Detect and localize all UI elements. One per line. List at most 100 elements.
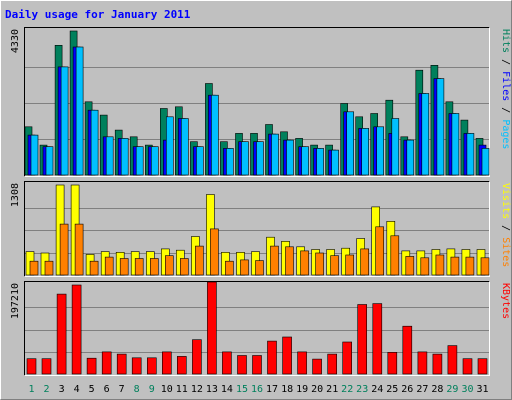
- bar-kbytes-day-26: [402, 325, 413, 375]
- bar-kbytes-day-14: [222, 351, 232, 375]
- bar-kbytes-day-5: [86, 357, 97, 375]
- bar-pages-day-11: [181, 118, 189, 176]
- bar-kbytes-day-7: [116, 353, 127, 375]
- bar-kbytes-day-16: [252, 355, 262, 375]
- panel-hits-files-pages: 4330 Hits / Files / Pages: [10, 27, 511, 177]
- panel-border-dark: [24, 181, 490, 277]
- bar-sites-day-20: [315, 252, 324, 276]
- bar-sites-day-8: [134, 258, 144, 276]
- day-label-27: 27: [416, 384, 428, 395]
- chart-panels: 4330 Hits / Files / Pages 1308 Visits / Sit…: [10, 27, 511, 376]
- day-label-18: 18: [281, 384, 293, 395]
- bar-pages-day-22: [346, 111, 355, 176]
- bar-sites-day-7: [119, 258, 129, 276]
- legend-item-sep: /: [500, 219, 511, 237]
- bar-kbytes-day-3: [56, 293, 67, 375]
- bar-kbytes-day-4: [71, 284, 82, 375]
- bar-pages-day-8: [135, 146, 144, 176]
- bar-sites-day-10: [165, 255, 174, 276]
- day-label-16: 16: [251, 384, 263, 395]
- day-label-19: 19: [296, 384, 308, 395]
- bar-sites-day-22: [345, 254, 355, 276]
- series-pages: [30, 46, 490, 176]
- bar-pages-day-15: [241, 141, 249, 176]
- day-label-4: 4: [74, 384, 80, 395]
- day-label-6: 6: [104, 384, 110, 395]
- bar-kbytes-day-13: [207, 281, 217, 375]
- bar-kbytes-day-15: [237, 355, 247, 375]
- legend-kbytes: KBytes: [500, 283, 511, 319]
- bar-pages-day-29: [451, 113, 460, 176]
- bar-sites-day-4: [74, 223, 84, 276]
- bar-pages-day-26: [406, 139, 415, 176]
- legend-visits-sites: Visits / Sites: [500, 183, 511, 267]
- day-label-12: 12: [191, 384, 203, 395]
- bar-pages-day-31: [481, 148, 490, 176]
- day-label-9: 9: [149, 384, 155, 395]
- legend-item-sep1: /: [500, 101, 511, 119]
- bar-sites-day-25: [390, 235, 400, 276]
- bar-kbytes-day-28: [432, 353, 443, 375]
- bar-sites-day-19: [300, 250, 309, 276]
- day-label-17: 17: [266, 384, 278, 395]
- panel-kbytes: 197210 KBytes: [10, 281, 511, 376]
- day-label-20: 20: [311, 384, 323, 395]
- bar-pages-day-17: [271, 133, 279, 176]
- bar-sites-day-11: [180, 258, 189, 276]
- bar-kbytes-day-19: [297, 351, 307, 375]
- day-label-8: 8: [134, 384, 140, 395]
- day-label-13: 13: [206, 384, 218, 395]
- bar-pages-day-27: [421, 93, 430, 176]
- bar-sites-day-23: [360, 248, 370, 276]
- bar-kbytes-day-9: [147, 357, 157, 375]
- bar-sites-day-26: [405, 256, 415, 276]
- day-label-31: 31: [476, 384, 488, 395]
- bar-pages-day-6: [105, 136, 114, 176]
- day-label-21: 21: [326, 384, 338, 395]
- bar-sites-day-14: [225, 260, 234, 276]
- panel-border-dark: [24, 27, 490, 177]
- bar-sites-day-24: [375, 226, 385, 276]
- bar-pages-day-25: [391, 118, 400, 176]
- bar-sites-day-12: [195, 245, 204, 276]
- day-label-15: 15: [236, 384, 248, 395]
- day-label-25: 25: [386, 384, 398, 395]
- bar-pages-day-12: [196, 146, 204, 176]
- bar-kbytes-day-21: [327, 353, 338, 375]
- bar-sites-day-1: [29, 260, 39, 276]
- bar-kbytes-day-8: [131, 357, 142, 375]
- y-max-label: 197210: [10, 283, 21, 319]
- day-label-23: 23: [356, 384, 368, 395]
- bar-sites-day-9: [150, 258, 159, 276]
- bar-kbytes-day-12: [192, 339, 202, 375]
- day-label-30: 30: [461, 384, 473, 395]
- day-label-2: 2: [43, 384, 49, 395]
- bar-kbytes-day-10: [162, 351, 172, 375]
- legend-item-visits: Visits: [500, 183, 511, 219]
- panel-border-light: [24, 281, 490, 376]
- bar-pages-day-7: [120, 138, 129, 176]
- panel-border-light: [24, 27, 490, 177]
- bar-sites-day-2: [44, 260, 54, 276]
- legend-item-pages: Pages: [500, 119, 511, 149]
- day-label-29: 29: [446, 384, 458, 395]
- bar-pages-day-19: [301, 146, 309, 176]
- panel-border-dark: [24, 281, 490, 376]
- legend-item-sites: Sites: [500, 237, 511, 267]
- bar-sites-day-13: [210, 228, 219, 276]
- legend-item-files: Files: [500, 71, 511, 101]
- panel-border-light: [24, 181, 490, 277]
- bar-sites-day-17: [270, 245, 279, 276]
- bar-pages-day-28: [436, 78, 445, 176]
- bar-pages-day-14: [226, 148, 234, 176]
- day-label-28: 28: [431, 384, 443, 395]
- bar-sites-day-3: [59, 223, 69, 276]
- bar-kbytes-day-17: [267, 340, 277, 375]
- bar-sites-day-31: [480, 257, 490, 276]
- bar-pages-day-20: [316, 148, 324, 176]
- bar-sites-day-18: [285, 246, 294, 276]
- bar-sites-day-27: [420, 257, 430, 276]
- bar-pages-day-3: [60, 66, 69, 176]
